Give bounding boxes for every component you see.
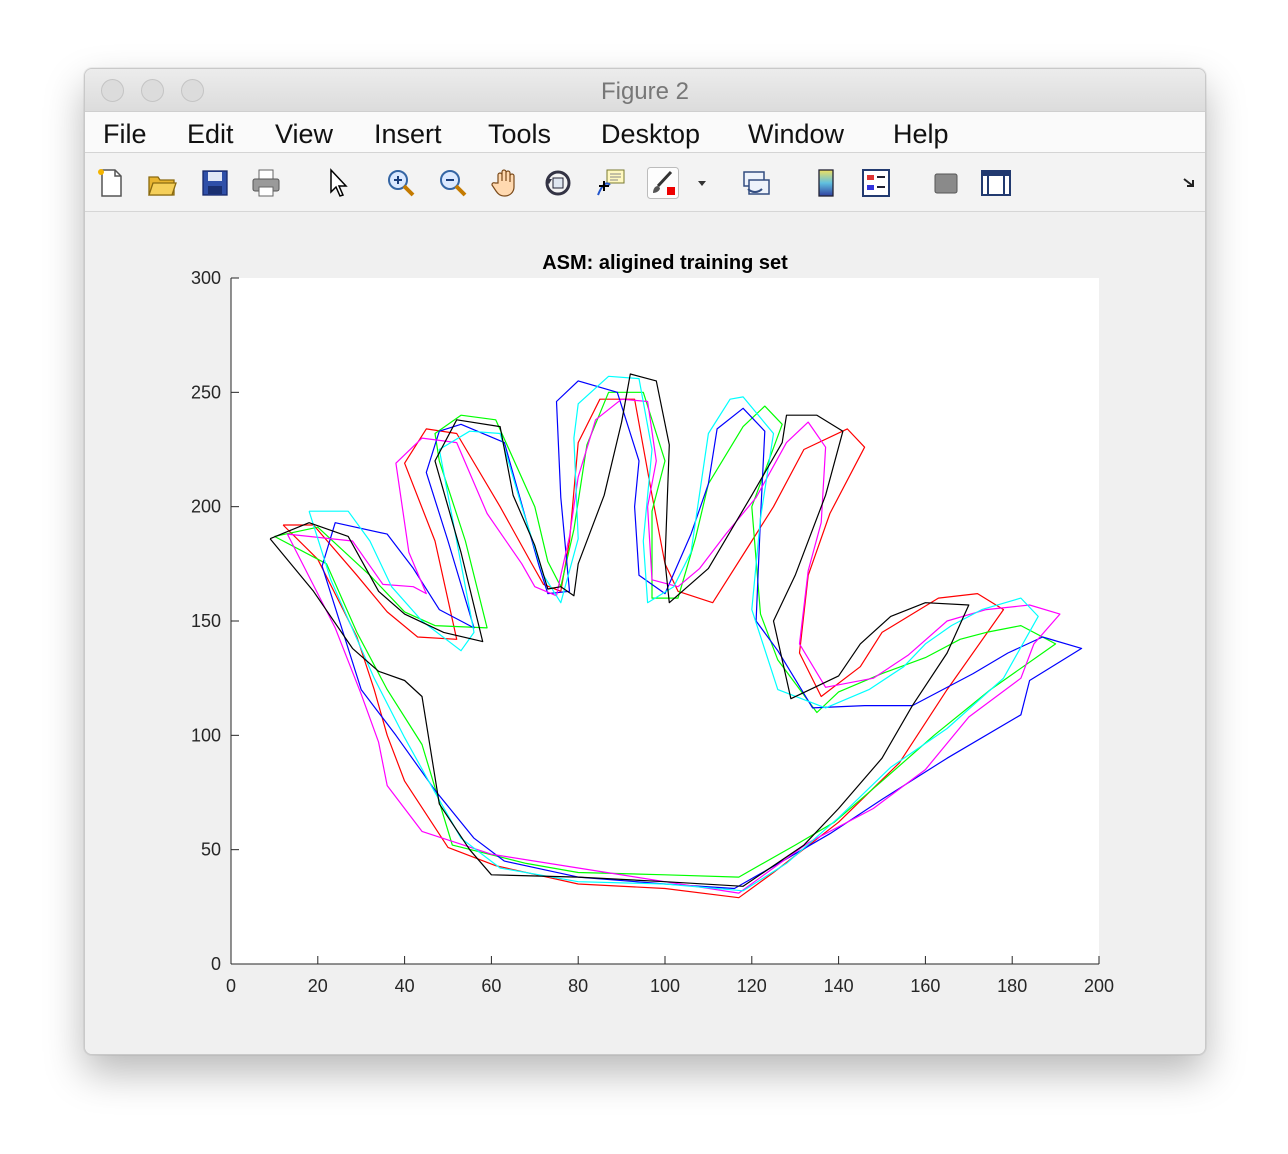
zoom-in-icon[interactable]	[385, 167, 417, 199]
zoom-window-button[interactable]	[181, 79, 204, 102]
x-tick-label: 100	[650, 976, 680, 996]
menu-window[interactable]: Window	[748, 119, 845, 149]
menu-view[interactable]: View	[275, 119, 334, 149]
figure-toolbar	[85, 153, 1205, 212]
data-cursor-icon[interactable]	[595, 167, 627, 199]
chart[interactable]: 0 20 40 60 80 100 120 140 160 180 200 0 50 100 150 200…	[85, 212, 1203, 1052]
x-tick-label: 160	[910, 976, 940, 996]
dock-icon[interactable]	[1180, 167, 1200, 199]
y-tick-label: 150	[191, 611, 221, 631]
minimize-window-button[interactable]	[141, 79, 164, 102]
hide-plot-tools-icon[interactable]	[930, 167, 962, 199]
new-figure-icon[interactable]	[95, 167, 127, 199]
x-tick-label: 120	[737, 976, 767, 996]
figure-window: Figure 2 File Edit View Insert Tools Des…	[84, 68, 1206, 1055]
colorbar-icon[interactable]	[810, 167, 842, 199]
x-tick-label: 20	[308, 976, 328, 996]
x-tick-label: 180	[997, 976, 1027, 996]
y-tick-label: 300	[191, 268, 221, 288]
pointer-icon[interactable]	[322, 167, 354, 199]
shape-outline-4	[286, 398, 1061, 894]
x-tick-label: 60	[481, 976, 501, 996]
x-tick-label: 80	[568, 976, 588, 996]
y-tick-label: 250	[191, 382, 221, 402]
show-plot-tools-icon[interactable]	[980, 167, 1012, 199]
brush-icon[interactable]	[647, 167, 679, 199]
y-tick-label: 0	[211, 954, 221, 974]
open-file-icon[interactable]	[146, 167, 178, 199]
x-tick-label: 200	[1084, 976, 1114, 996]
close-window-button[interactable]	[101, 79, 124, 102]
legend-icon[interactable]	[860, 167, 892, 199]
window-title: Figure 2	[600, 78, 690, 105]
shape-outline-6	[269, 373, 970, 887]
x-tick-label: 140	[824, 976, 854, 996]
menu-insert[interactable]: Insert	[374, 119, 442, 149]
rotate-3d-icon[interactable]	[542, 167, 574, 199]
y-tick-label: 100	[191, 725, 221, 745]
menu-help[interactable]: Help	[893, 119, 949, 149]
shape-outline-5	[308, 375, 1039, 892]
menu-file[interactable]: File	[103, 119, 147, 149]
y-tick-label: 50	[201, 840, 221, 860]
zoom-out-icon[interactable]	[437, 167, 469, 199]
axes-background	[231, 278, 1099, 964]
menu-tools[interactable]: Tools	[488, 119, 552, 149]
menu-edit[interactable]: Edit	[187, 119, 234, 149]
title-bar: Figure 2	[85, 69, 1205, 112]
save-icon[interactable]	[199, 167, 231, 199]
x-tick-label: 40	[395, 976, 415, 996]
menu-bar: File Edit View Insert Tools Desktop Wind…	[85, 112, 1205, 153]
chart-title: ASM: aligined training set	[542, 252, 788, 274]
y-tick-label: 200	[191, 497, 221, 517]
shape-outline-1	[282, 398, 1005, 899]
shape-outline-3	[321, 380, 1083, 890]
dropdown-arrow-icon[interactable]	[695, 167, 709, 199]
pan-hand-icon[interactable]	[490, 167, 522, 199]
menu-desktop[interactable]: Desktop	[601, 119, 701, 149]
shape-outline-2	[274, 391, 1057, 878]
x-tick-label: 0	[226, 976, 236, 996]
link-plot-icon[interactable]	[740, 167, 772, 199]
plot-area: 0 20 40 60 80 100 120 140 160 180 200 0 50 100 150 200…	[85, 212, 1205, 1054]
print-icon[interactable]	[250, 167, 282, 199]
